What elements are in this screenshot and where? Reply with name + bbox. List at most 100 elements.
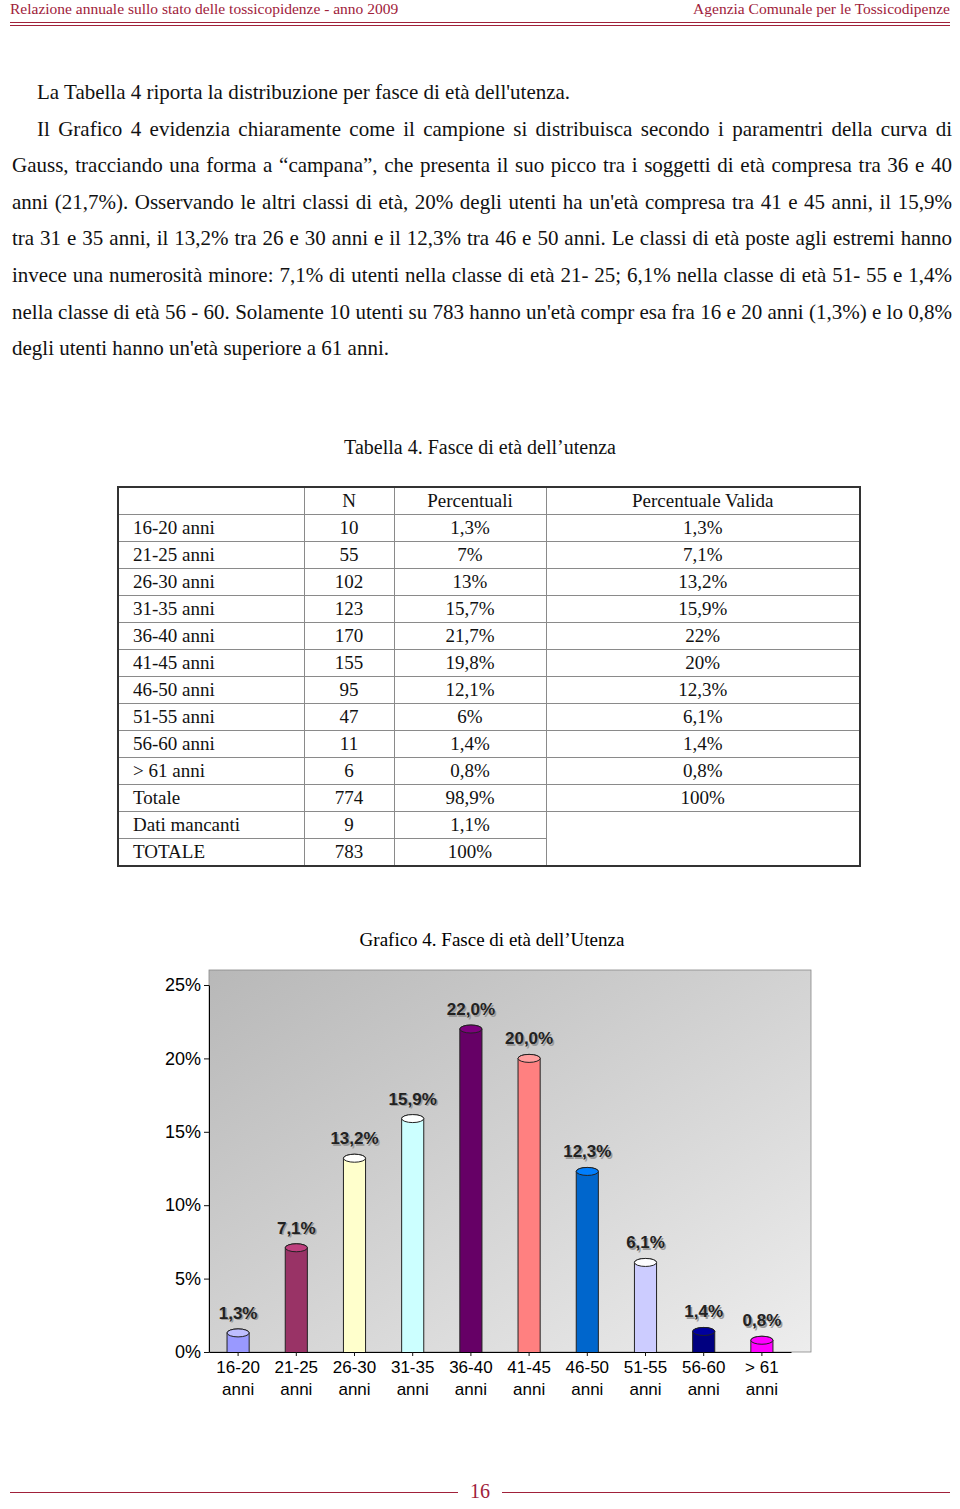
table-row: > 61 anni60,8%0,8% (118, 758, 860, 785)
x-tick-label: 46-50anni (566, 1358, 609, 1399)
table-cell: 20% (546, 650, 860, 677)
x-tick-label-line: anni (746, 1380, 778, 1399)
x-tick-label-line: 46-50 (566, 1358, 609, 1377)
y-tick-label: 10% (165, 1195, 201, 1215)
table-row: 51-55 anni476%6,1% (118, 704, 860, 731)
x-tick-label: 36-40anni (449, 1358, 492, 1399)
header-left: Relazione annuale sullo stato delle toss… (10, 0, 398, 18)
table-cell: 13% (394, 569, 546, 596)
y-tick: 5% (175, 1269, 209, 1289)
y-tick: 0% (175, 1342, 209, 1362)
bar (285, 1244, 307, 1352)
x-tick-label-line: 51-55 (624, 1358, 667, 1377)
y-tick-mark (204, 1058, 209, 1059)
table-cell: 155 (304, 650, 394, 677)
x-tick-mark (354, 1352, 355, 1356)
paragraphs: La Tabella 4 riporta la distribuzione pe… (12, 74, 952, 367)
footer-rule (502, 1492, 950, 1493)
bar-cap (402, 1115, 424, 1123)
table-row: 36-40 anni17021,7%22% (118, 623, 860, 650)
table-caption: Tabella 4. Fasce di età dell’utenza (0, 436, 960, 459)
table-row: 56-60 anni111,4%1,4% (118, 731, 860, 758)
table-cell: TOTALE (118, 839, 304, 867)
y-tick-mark (204, 985, 209, 986)
x-tick-label-line: anni (338, 1380, 370, 1399)
y-tick-mark (204, 1132, 209, 1133)
x-tick-mark (645, 1352, 646, 1356)
table-row: 31-35 anni12315,7%15,9% (118, 596, 860, 623)
x-tick-label-line: > 61 (745, 1358, 779, 1377)
table-row: Totale77498,9%100% (118, 785, 860, 812)
table-cell: 47 (304, 704, 394, 731)
table-cell: 31-35 anni (118, 596, 304, 623)
table-cell: 13,2% (546, 569, 860, 596)
table-cell: Dati mancanti (118, 812, 304, 839)
table-cell: 100% (394, 839, 546, 867)
data-label: 6,1% (626, 1233, 665, 1252)
x-tick-label-line: anni (280, 1380, 312, 1399)
y-axis: 0%5%10%15%20%25% (165, 975, 210, 1362)
x-tick-mark (587, 1352, 588, 1356)
bar (460, 1025, 482, 1352)
bar-cap (343, 1154, 365, 1162)
table-cell: 21,7% (394, 623, 546, 650)
y-tick: 15% (165, 1122, 209, 1142)
table-cell: 51-55 anni (118, 704, 304, 731)
x-tick-label-line: 16-20 (216, 1358, 259, 1377)
bar (693, 1327, 715, 1352)
table-cell: 1,4% (546, 731, 860, 758)
table-row: 16-20 anni101,3%1,3% (118, 515, 860, 542)
x-tick-label-line: anni (688, 1380, 720, 1399)
table-cell: 26-30 anni (118, 569, 304, 596)
table-row: TOTALE783100% (118, 839, 860, 867)
x-tick: 21-25 anni (275, 1352, 318, 1399)
x-tick-label: 51-55 anni (624, 1358, 667, 1399)
x-tick-label: > 61 anni (745, 1358, 779, 1399)
data-label: 7,1% (277, 1219, 316, 1238)
x-tick-label-line: anni (629, 1380, 661, 1399)
data-labels: 1,3%1,3%7,1%7,1%13,2%13,2%15,9%15,9%22,0… (219, 1000, 783, 1332)
table-cell: 1,3% (394, 515, 546, 542)
y-axis-line (209, 986, 210, 1353)
x-tick-mark (703, 1352, 704, 1356)
x-tick-mark (412, 1352, 413, 1356)
x-tick-mark (296, 1352, 297, 1356)
table-cell: 7,1% (546, 542, 860, 569)
bar (634, 1258, 656, 1352)
x-tick: 31-35anni (391, 1352, 434, 1399)
chart-title: Grafico 4. Fasce di età dell’Utenza (360, 929, 625, 950)
bar-cap (751, 1336, 773, 1344)
bar (343, 1154, 365, 1352)
data-label: 20,0% (505, 1029, 553, 1048)
table-row: 21-25 anni557%7,1% (118, 542, 860, 569)
x-tick-label: 26-30anni (333, 1358, 376, 1399)
table-cell: 46-50 anni (118, 677, 304, 704)
table-header-empty (118, 487, 304, 515)
x-tick-label-line: 21-25 (275, 1358, 318, 1377)
table-cell: Totale (118, 785, 304, 812)
table-cell: 11 (304, 731, 394, 758)
data-label: 1,3% (219, 1304, 258, 1323)
bar-cap (518, 1054, 540, 1062)
x-tick-label: 16-20 anni (216, 1358, 259, 1399)
table-cell: 15,7% (394, 596, 546, 623)
x-tick: 41-45anni (507, 1352, 550, 1399)
x-tick-label-line: anni (222, 1380, 254, 1399)
bar-cap (576, 1167, 598, 1175)
y-tick-label: 5% (175, 1269, 201, 1289)
x-tick-label-line: anni (455, 1380, 487, 1399)
table-cell: 783 (304, 839, 394, 867)
table-cell: 56-60 anni (118, 731, 304, 758)
bar (518, 1054, 540, 1352)
x-tick-label-line: 31-35 (391, 1358, 434, 1377)
table-cell: 6% (394, 704, 546, 731)
x-tick-label: 41-45anni (507, 1358, 550, 1399)
table-cell: 7% (394, 542, 546, 569)
table-cell: 9 (304, 812, 394, 839)
y-tick: 25% (165, 975, 209, 995)
footer-rule (10, 1492, 458, 1493)
table: NPercentualiPercentuale Valida16-20 anni… (117, 486, 861, 867)
table-cell: 0,8% (546, 758, 860, 785)
x-tick-label: 56-60anni (682, 1358, 725, 1399)
paragraph: La Tabella 4 riporta la distribuzione pe… (12, 74, 952, 111)
